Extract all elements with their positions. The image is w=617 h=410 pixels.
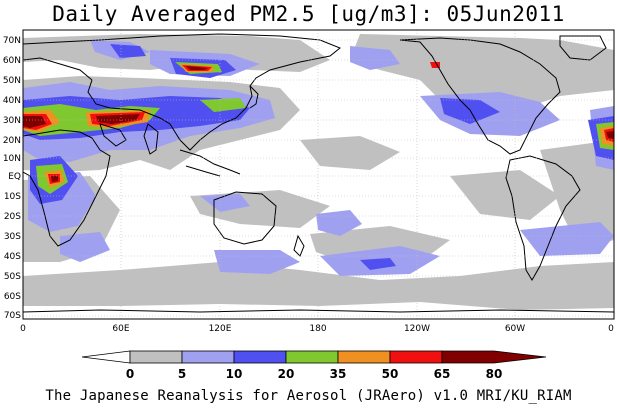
colorbar-label: 35 xyxy=(330,367,347,381)
lat-label: EQ xyxy=(8,172,21,182)
data-credit: The Japanese Reanalysis for Aerosol (JRA… xyxy=(45,388,572,404)
colorbar-segment xyxy=(389,350,443,364)
colorbar-segment xyxy=(285,350,339,364)
colorbar-segment xyxy=(129,350,183,364)
colorbar-label: 80 xyxy=(486,367,503,381)
map-plot-area xyxy=(23,30,614,319)
colorbar-label: 0 xyxy=(126,367,134,381)
lon-label: 60E xyxy=(112,324,129,334)
lat-label: 40S xyxy=(4,252,21,262)
lat-label: 70N xyxy=(3,36,21,46)
lon-label: 60W xyxy=(505,324,525,334)
lat-label: 20N xyxy=(3,136,21,146)
lat-label: 20S xyxy=(4,212,21,222)
colorbar-label: 65 xyxy=(434,367,451,381)
pm25-band-above-80 xyxy=(23,66,614,182)
colorbar-segment xyxy=(81,350,131,364)
lat-label: 50N xyxy=(3,76,21,86)
colorbar: 0 5 10 20 35 50 65 80 xyxy=(81,350,547,381)
lon-label: 0 xyxy=(20,324,26,334)
lon-label: 120W xyxy=(404,324,430,334)
lon-label: 180 xyxy=(309,324,326,334)
map-title: Daily Averaged PM2.5 [ug/m3]: 05Jun2011 xyxy=(52,2,565,26)
lat-label: 30S xyxy=(4,232,21,242)
lon-label: 0 xyxy=(608,324,614,334)
colorbar-label: 50 xyxy=(382,367,399,381)
latitude-axis: 70N 60N 50N 40N 30N 20N 10N EQ 10S 20S 3… xyxy=(3,36,21,321)
colorbar-label: 10 xyxy=(226,367,243,381)
lat-label: 60N xyxy=(3,56,21,66)
colorbar-segment xyxy=(181,350,235,364)
colorbar-label: 5 xyxy=(178,367,186,381)
lat-label: 70S xyxy=(4,311,21,321)
colorbar-segment xyxy=(337,350,391,364)
colorbar-segment xyxy=(233,350,287,364)
lat-label: 40N xyxy=(3,96,21,106)
colorbar-segment xyxy=(441,350,547,364)
colorbar-label: 20 xyxy=(278,367,295,381)
lat-label: 30N xyxy=(3,116,21,126)
lat-label: 10N xyxy=(3,154,21,164)
map-frame xyxy=(22,29,615,320)
longitude-axis: 0 60E 120E 180 120W 60W 0 xyxy=(20,324,614,334)
lat-label: 10S xyxy=(4,192,21,202)
lat-label: 50S xyxy=(4,272,21,282)
graticule xyxy=(23,30,614,319)
lon-label: 120E xyxy=(209,324,232,334)
lat-label: 60S xyxy=(4,292,21,302)
